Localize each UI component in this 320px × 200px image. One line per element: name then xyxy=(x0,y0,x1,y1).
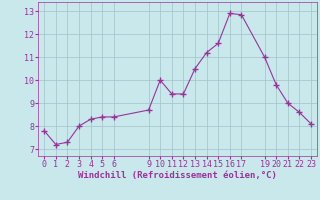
X-axis label: Windchill (Refroidissement éolien,°C): Windchill (Refroidissement éolien,°C) xyxy=(78,171,277,180)
